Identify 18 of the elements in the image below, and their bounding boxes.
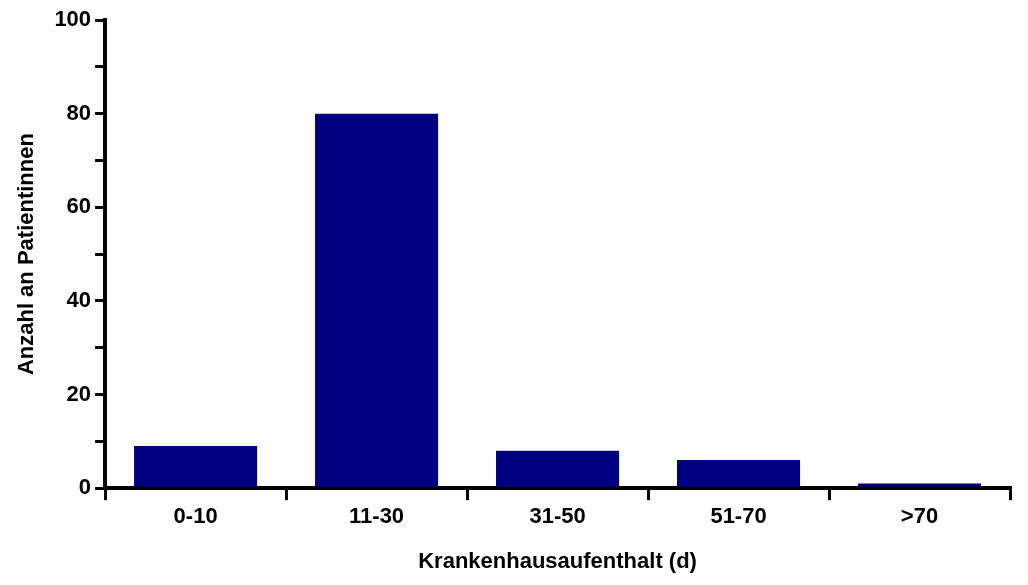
x-tick-label: 31-50: [529, 503, 586, 529]
y-tick-label: 80: [66, 99, 92, 125]
bar: [134, 446, 258, 487]
x-tick-label: 51-70: [710, 503, 767, 529]
bar: [496, 450, 620, 487]
bar: [315, 113, 439, 487]
x-axis-title: Krankenhausaufenthalt (d): [418, 547, 697, 573]
y-axis-title: Anzahl an Patientinnen: [13, 133, 39, 376]
y-tick-label: 100: [54, 6, 92, 32]
bar: [857, 483, 982, 487]
x-tick-label: 0-10: [173, 503, 218, 529]
x-tick-label: >70: [900, 503, 939, 529]
y-tick-label: 40: [66, 286, 92, 312]
x-tick-label: 11-30: [349, 503, 405, 529]
y-tick-label: 0: [78, 474, 92, 500]
bar: [677, 460, 801, 487]
y-tick-label: 20: [66, 380, 92, 406]
y-tick-label: 60: [66, 193, 92, 219]
